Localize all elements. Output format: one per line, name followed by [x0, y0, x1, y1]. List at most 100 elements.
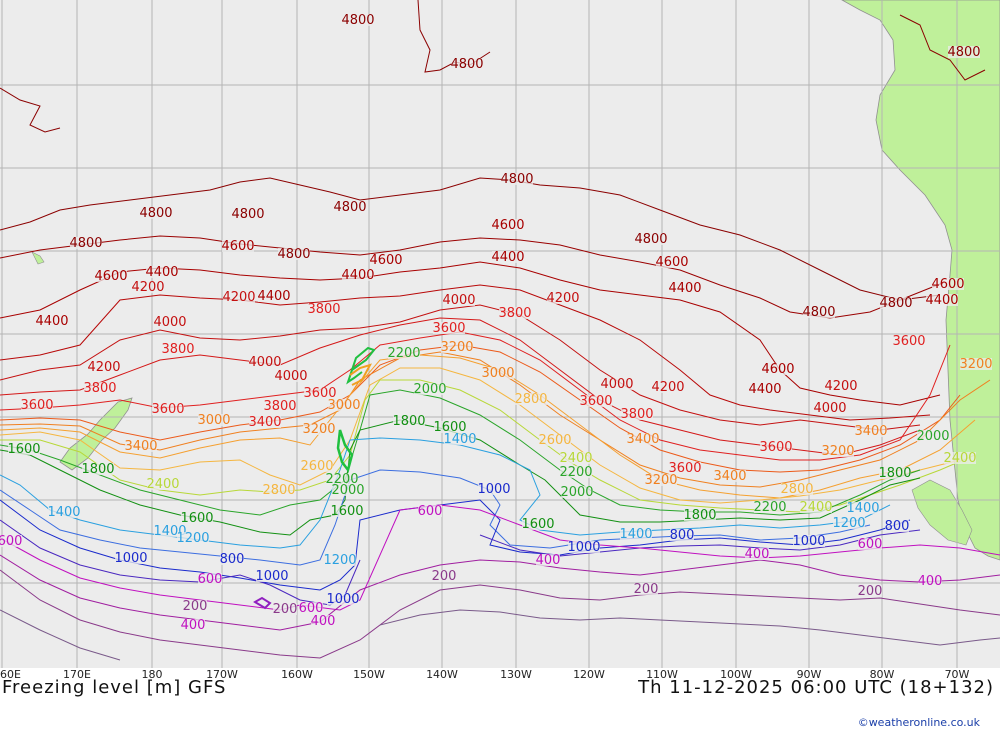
- contour-label: 4400: [35, 314, 68, 329]
- contour-label: 3600: [759, 440, 792, 455]
- contour-label-bg: [745, 548, 769, 560]
- contour-label-bg: [82, 463, 114, 475]
- contour-label: 1000: [792, 534, 825, 549]
- isoline-1000: [0, 499, 911, 591]
- contour-label: 200: [432, 569, 457, 584]
- contour-label: 400: [181, 618, 206, 633]
- credit-link[interactable]: ©weatheronline.co.uk: [857, 716, 980, 729]
- lon-tick-label: 70W: [944, 668, 970, 681]
- contour-label-bg: [222, 240, 254, 252]
- contour-label: 2400: [943, 451, 976, 466]
- contour-label: 3400: [248, 415, 281, 430]
- contour-label: 600: [198, 572, 223, 587]
- contour-label: 1400: [443, 432, 476, 447]
- contour-label-bg: [140, 207, 172, 219]
- contour-label-bg: [414, 383, 446, 395]
- contour-label: 1400: [47, 505, 80, 520]
- contour-label: 1200: [832, 516, 865, 531]
- contour-label-bg: [926, 294, 958, 306]
- contour-label-bg: [264, 400, 296, 412]
- contour-label: 200: [183, 599, 208, 614]
- contour-label-bg: [48, 506, 80, 518]
- contour-label-bg: [568, 541, 600, 553]
- contour-label-bg: [580, 395, 612, 407]
- contour-label: 4600: [655, 255, 688, 270]
- contour-label: 3000: [327, 398, 360, 413]
- contour-label-bg: [198, 414, 230, 426]
- contour-label-bg: [499, 307, 531, 319]
- contour-label: 3400: [713, 469, 746, 484]
- contour-label: 3600: [892, 334, 925, 349]
- contour-label: 4200: [131, 280, 164, 295]
- isoline-1200: [0, 469, 871, 566]
- contour-label: 4800: [947, 45, 980, 60]
- contour-label: 800: [220, 552, 245, 567]
- contour-label: 4000: [813, 401, 846, 416]
- contour-label: 4800: [500, 172, 533, 187]
- contour-label-bg: [885, 520, 909, 532]
- contour-label-bg: [714, 470, 746, 482]
- land-island-small: [31, 251, 45, 265]
- contour-label: 3600: [20, 398, 53, 413]
- contour-label: 1400: [846, 501, 879, 516]
- contour-label-bg: [0, 535, 22, 547]
- map-canvas[interactable]: 4800 4800 4800 4800 4800 4800 4800 4800 4800 4800…: [0, 0, 1000, 668]
- contour-label: 4400: [925, 293, 958, 308]
- contour-label-bg: [522, 518, 554, 530]
- contour-label: 600: [418, 504, 443, 519]
- valid-time: Th 11-12-2025 06:00 UTC (18+132): [638, 677, 994, 698]
- contour-label: 4400: [491, 250, 524, 265]
- contour-label-bg: [388, 347, 420, 359]
- contour-label-bg: [328, 399, 360, 411]
- contour-label-bg: [88, 361, 120, 373]
- isoline-4000: [0, 304, 921, 431]
- contour-label-bg: [299, 602, 323, 614]
- contour-label: 1000: [477, 482, 510, 497]
- contour-label: 1600: [7, 442, 40, 457]
- contour-label: 3800: [498, 306, 531, 321]
- isoline-tight-ridge: [346, 346, 376, 385]
- lon-tick-label: 110W: [646, 668, 678, 681]
- contour-label: 3800: [307, 302, 340, 317]
- contour-label: 2400: [559, 451, 592, 466]
- contour-label: 1800: [878, 466, 911, 481]
- lon-tick-label: 120W: [573, 668, 605, 681]
- contour-label-bg: [301, 460, 333, 472]
- contour-label-bg: [220, 553, 244, 565]
- contour-label-bg: [256, 570, 288, 582]
- contour-label: 3000: [481, 366, 514, 381]
- contour-label-bg: [183, 600, 207, 612]
- contour-label: 4200: [824, 379, 857, 394]
- contour-label: 4000: [274, 369, 307, 384]
- contour-label: 200: [858, 584, 883, 599]
- contour-label: 4600: [761, 362, 794, 377]
- contour-label-bg: [547, 292, 579, 304]
- contour-label: 4000: [600, 377, 633, 392]
- contour-label-bg: [308, 303, 340, 315]
- contour-label: 4600: [491, 218, 524, 233]
- contour-label: 2800: [262, 483, 295, 498]
- contour-label: 3800: [263, 399, 296, 414]
- contour-label: 4200: [546, 291, 579, 306]
- contour-label: 4000: [248, 355, 281, 370]
- contour-label-bg: [443, 294, 475, 306]
- contour-label-bg: [833, 517, 865, 529]
- isoline-4800-north: [0, 0, 986, 133]
- contour-label: 3000: [197, 413, 230, 428]
- contour-label-bg: [84, 382, 116, 394]
- contour-label: 4400: [341, 268, 374, 283]
- contour-label: 1600: [521, 517, 554, 532]
- contour-label: 3600: [303, 386, 336, 401]
- contour-label: 4800: [879, 296, 912, 311]
- isoline-4800: [0, 177, 941, 301]
- contour-label: 1200: [176, 531, 209, 546]
- contour-label: 3600: [668, 461, 701, 476]
- contour-label: 1600: [180, 511, 213, 526]
- contour-label-bg: [162, 343, 194, 355]
- land-new-zealand: [59, 397, 133, 471]
- contour-label-bg: [669, 282, 701, 294]
- contour-label-bg: [154, 316, 186, 328]
- contour-label-bg: [749, 383, 781, 395]
- contour-label: 2000: [916, 429, 949, 444]
- contour-label-bg: [327, 593, 359, 605]
